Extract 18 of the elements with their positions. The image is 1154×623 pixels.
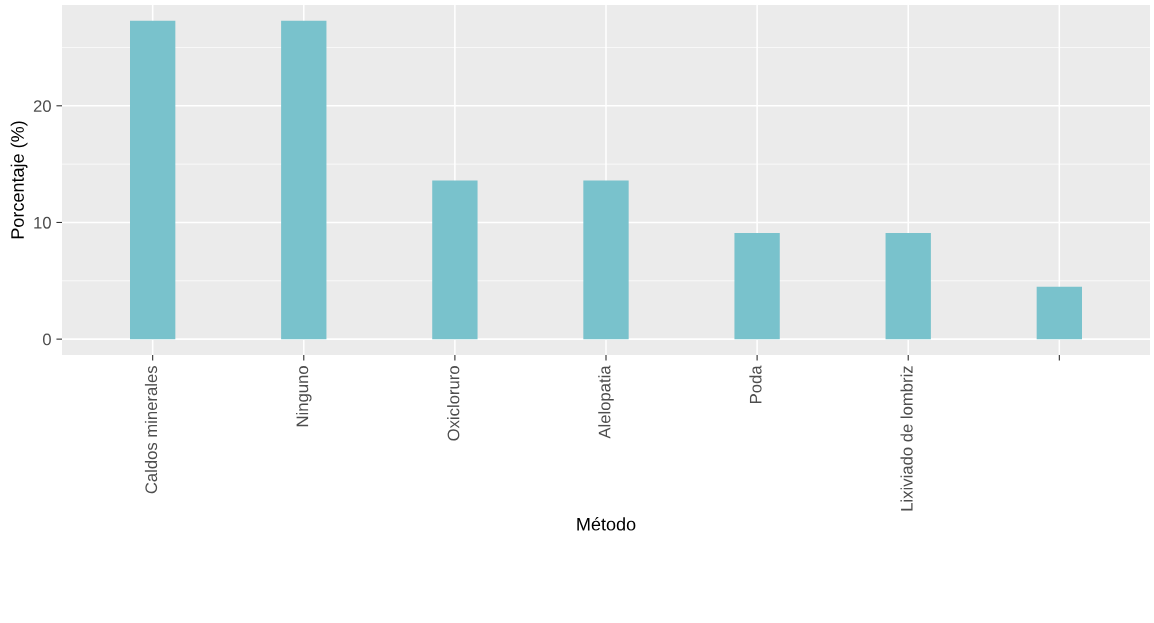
bar [885, 232, 931, 340]
bar [432, 180, 478, 340]
y-tick-label: 0 [42, 333, 51, 346]
y-tick-label: 10 [34, 216, 51, 229]
y-tick-label: 20 [33, 100, 51, 112]
bar [734, 232, 780, 340]
bar [130, 20, 176, 340]
bar [1036, 286, 1082, 340]
y-axis-title: Porcentaje (%) [10, 121, 28, 239]
bar [583, 180, 629, 340]
bar [281, 20, 327, 340]
x-tick-label: Caldos minerales [144, 366, 158, 494]
x-axis-title: Método [577, 517, 636, 531]
x-tick-label: Lixiviado de lombriz [900, 366, 913, 511]
x-tick-label: Poda [749, 365, 762, 403]
x-tick-label: Oxicloruro [447, 366, 460, 441]
x-tick-label: Ninguno [296, 366, 312, 427]
x-tick-label: Alelopatia [598, 365, 614, 439]
